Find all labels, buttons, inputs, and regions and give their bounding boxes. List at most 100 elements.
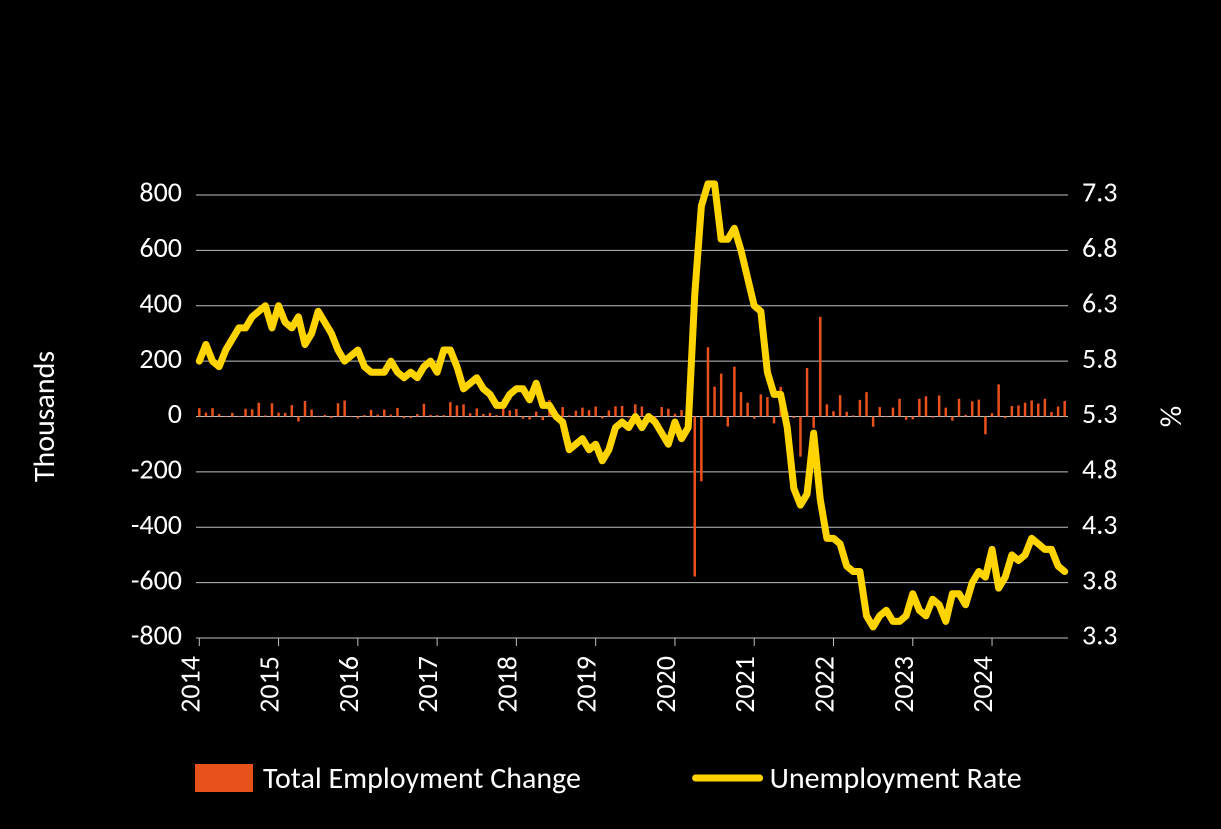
bar-employment-change [528, 417, 531, 420]
bar-employment-change [324, 415, 327, 417]
bar-employment-change [727, 417, 730, 427]
bar-employment-change [330, 417, 333, 418]
bar-employment-change [489, 413, 492, 417]
bar-employment-change [958, 399, 961, 417]
bar-employment-change [945, 408, 948, 417]
bar-employment-change [1057, 407, 1060, 417]
bar-employment-change [1050, 412, 1053, 416]
bar-employment-change [753, 417, 756, 419]
bar-employment-change [938, 395, 941, 416]
bar-employment-change [621, 406, 624, 417]
bar-employment-change [812, 417, 815, 428]
bar-employment-change [793, 417, 796, 418]
y-right-tick-label: 6.8 [1082, 230, 1117, 265]
bar-employment-change [568, 415, 571, 416]
bar-employment-change [971, 401, 974, 416]
bar-employment-change [1017, 405, 1020, 416]
x-tick-label: 2019 [569, 656, 604, 713]
bar-employment-change [297, 417, 300, 422]
bar-employment-change [198, 408, 201, 416]
y-right-tick-label: 3.8 [1082, 562, 1117, 597]
bar-employment-change [211, 408, 214, 416]
bar-employment-change [205, 413, 208, 417]
y-right-tick-label: 4.3 [1082, 507, 1117, 542]
bar-employment-change [707, 347, 710, 416]
bar-employment-change [409, 417, 412, 418]
x-tick-label: 2022 [806, 656, 841, 713]
y-right-tick-label: 5.8 [1082, 341, 1117, 376]
bar-employment-change [852, 415, 855, 416]
bar-employment-change [357, 417, 360, 419]
x-tick-label: 2015 [252, 656, 287, 713]
y-left-tick-label: -200 [131, 452, 182, 487]
bar-employment-change [1011, 406, 1014, 417]
bar-employment-change [918, 399, 921, 417]
bar-employment-change [376, 415, 379, 417]
legend-swatch-bar [195, 764, 253, 792]
bar-employment-change [231, 413, 234, 417]
x-tick-label: 2021 [727, 656, 762, 713]
y-right-tick-label: 6.3 [1082, 285, 1117, 320]
bar-employment-change [449, 402, 452, 416]
bar-employment-change [495, 415, 498, 416]
bar-employment-change [238, 417, 241, 418]
legend-label-line: Unemployment Rate [770, 760, 1022, 797]
employment-unemployment-chart: 2014201520162017201820192020202120222023… [0, 0, 1221, 829]
bar-employment-change [1063, 401, 1066, 417]
bar-employment-change [1044, 399, 1047, 417]
bar-employment-change [244, 409, 247, 417]
x-tick-label: 2023 [886, 656, 921, 713]
y-left-tick-label: 600 [139, 230, 182, 265]
bar-employment-change [581, 408, 584, 417]
bar-employment-change [806, 368, 809, 416]
bar-employment-change [845, 412, 848, 417]
bar-employment-change [885, 416, 888, 417]
bar-employment-change [680, 410, 683, 416]
y-left-tick-label: 400 [139, 285, 182, 320]
bar-employment-change [218, 414, 221, 416]
bar-employment-change [878, 407, 881, 416]
bar-employment-change [423, 404, 426, 417]
bar-employment-change [264, 415, 267, 416]
bar-employment-change [832, 411, 835, 416]
y-right-tick-label: 3.3 [1082, 618, 1117, 653]
bar-employment-change [1037, 403, 1040, 416]
bar-employment-change [442, 415, 445, 416]
bar-employment-change [746, 403, 749, 417]
bar-employment-change [462, 404, 465, 416]
bar-employment-change [627, 417, 630, 418]
bar-employment-change [469, 413, 472, 416]
bar-employment-change [310, 410, 313, 417]
bar-employment-change [515, 409, 518, 416]
bar-employment-change [277, 413, 280, 417]
bar-employment-change [667, 409, 670, 417]
bar-employment-change [859, 400, 862, 417]
bar-employment-change [991, 413, 994, 416]
y-left-tick-label: 200 [139, 341, 182, 376]
y-right-tick-label: 7.3 [1082, 175, 1117, 210]
bar-employment-change [905, 417, 908, 420]
bar-employment-change [317, 416, 320, 417]
bar-employment-change [588, 410, 591, 416]
bar-employment-change [403, 417, 406, 419]
bar-employment-change [819, 317, 822, 417]
bar-employment-change [700, 417, 703, 482]
bar-employment-change [984, 417, 987, 435]
bar-employment-change [925, 396, 928, 416]
bar-employment-change [694, 417, 697, 577]
bar-employment-change [713, 387, 716, 417]
bar-employment-change [561, 407, 564, 416]
bar-employment-change [535, 412, 538, 417]
bar-employment-change [396, 408, 399, 417]
bar-employment-change [740, 392, 743, 416]
bar-employment-change [760, 394, 763, 416]
bar-employment-change [660, 407, 663, 416]
bar-employment-change [766, 397, 769, 416]
bar-employment-change [291, 405, 294, 416]
bar-employment-change [601, 417, 604, 419]
bar-employment-change [773, 417, 776, 424]
bar-employment-change [363, 415, 366, 416]
x-tick-label: 2014 [172, 656, 207, 713]
y-left-tick-label: -600 [131, 562, 182, 597]
bar-employment-change [390, 415, 393, 417]
